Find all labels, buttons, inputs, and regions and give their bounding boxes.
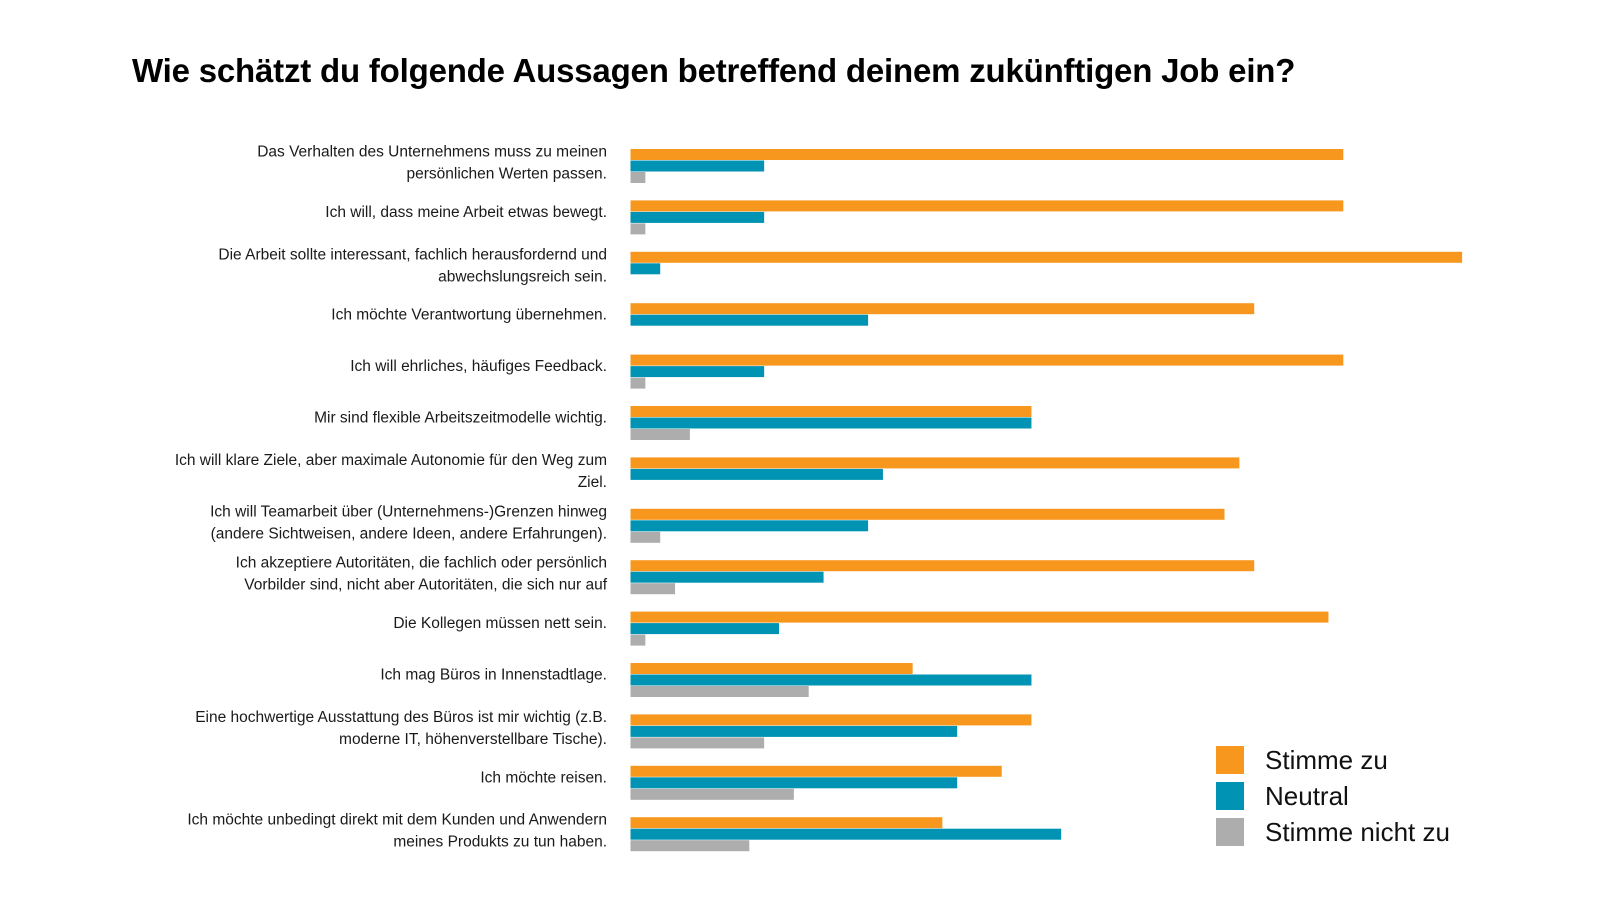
- category-label: Die Arbeit sollte interessant, fachlich …: [218, 246, 607, 263]
- bar-neutral: [630, 674, 1032, 686]
- bar-neutral: [630, 263, 661, 275]
- bar-neutral: [630, 571, 824, 583]
- bar-neutral: [630, 777, 958, 789]
- category-label: Ich will klare Ziele, aber maximale Auto…: [175, 452, 607, 469]
- category-label: Ich möchte reisen.: [480, 769, 607, 786]
- legend-swatch: [1216, 746, 1244, 774]
- bar-stimme-nicht-zu: [630, 223, 646, 235]
- bar-stimme-nicht-zu: [630, 429, 690, 440]
- legend-label: Neutral: [1265, 781, 1349, 811]
- category-label: Mir sind flexible Arbeitszeitmodelle wic…: [314, 410, 607, 427]
- bar-neutral: [630, 623, 779, 635]
- bar-stimme-zu: [630, 149, 1344, 160]
- category-label: Ich möchte unbedingt direkt mit dem Kund…: [187, 812, 607, 829]
- bar-stimme-nicht-zu: [630, 172, 646, 183]
- bar-neutral: [630, 366, 765, 378]
- bar-neutral: [630, 160, 765, 172]
- bar-neutral: [630, 417, 1032, 429]
- bar-stimme-nicht-zu: [630, 737, 765, 749]
- bar-neutral: [630, 725, 958, 737]
- category-label: abwechslungsreich sein.: [438, 268, 607, 285]
- bar-stimme-nicht-zu: [630, 788, 794, 800]
- legend-label: Stimme nicht zu: [1265, 817, 1450, 847]
- bar-neutral: [630, 314, 869, 326]
- bar-stimme-nicht-zu: [630, 531, 661, 543]
- category-label: persönlichen Werten passen.: [407, 166, 607, 183]
- bar-stimme-zu: [630, 303, 1255, 315]
- bar-stimme-zu: [630, 714, 1032, 726]
- legend-swatch: [1216, 782, 1244, 810]
- category-label: moderne IT, höhenverstellbare Tische).: [339, 731, 607, 748]
- bar-stimme-nicht-zu: [630, 377, 646, 389]
- bar-stimme-zu: [630, 560, 1255, 572]
- chart-title: Wie schätzt du folgende Aussagen betreff…: [132, 52, 1296, 89]
- category-label: Ich akzeptiere Autoritäten, die fachlich…: [236, 555, 607, 572]
- category-label: Eine hochwertige Ausstattung des Büros i…: [195, 709, 607, 726]
- legend-label: Stimme zu: [1265, 745, 1388, 775]
- bar-neutral: [630, 211, 765, 223]
- bar-stimme-zu: [630, 200, 1344, 212]
- category-labels: Das Verhalten des Unternehmens muss zu m…: [175, 144, 608, 851]
- category-label: Ich mag Büros in Innenstadtlage.: [380, 667, 607, 684]
- bar-stimme-zu: [630, 251, 1463, 263]
- bar-stimme-nicht-zu: [630, 634, 646, 646]
- bar-stimme-zu: [630, 406, 1032, 417]
- legend: Stimme zu Neutral Stimme nicht zu: [1216, 745, 1450, 847]
- bar-stimme-nicht-zu: [630, 583, 676, 595]
- category-label: Ich will, dass meine Arbeit etwas bewegt…: [325, 204, 607, 221]
- category-label: Ich möchte Verantwortung übernehmen.: [331, 307, 607, 324]
- category-label: Vorbilder sind, nicht aber Autoritäten, …: [244, 577, 607, 594]
- category-label: Ich will Teamarbeit über (Unternehmens-)…: [210, 503, 607, 520]
- bar-stimme-zu: [630, 663, 913, 674]
- category-label: meines Produkts zu tun haben.: [393, 834, 607, 851]
- category-label: Das Verhalten des Unternehmens muss zu m…: [257, 144, 607, 161]
- bar-stimme-zu: [630, 457, 1240, 469]
- bar-neutral: [630, 520, 869, 532]
- bar-neutral: [630, 828, 1062, 840]
- bar-stimme-zu: [630, 611, 1329, 623]
- bar-stimme-zu: [630, 508, 1225, 520]
- bars: [630, 149, 1463, 852]
- category-label: Ich will ehrliches, häufiges Feedback.: [350, 358, 607, 375]
- bar-stimme-nicht-zu: [630, 686, 809, 697]
- bar-stimme-zu: [630, 354, 1344, 366]
- bar-stimme-nicht-zu: [630, 840, 750, 852]
- category-label: Ziel.: [578, 474, 607, 491]
- legend-swatch: [1216, 818, 1244, 846]
- category-label: (andere Sichtweisen, andere Ideen, ander…: [211, 525, 607, 542]
- bar-stimme-zu: [630, 765, 1002, 777]
- bar-stimme-zu: [630, 817, 943, 829]
- category-label: Die Kollegen müssen nett sein.: [393, 615, 607, 632]
- bar-neutral: [630, 468, 883, 480]
